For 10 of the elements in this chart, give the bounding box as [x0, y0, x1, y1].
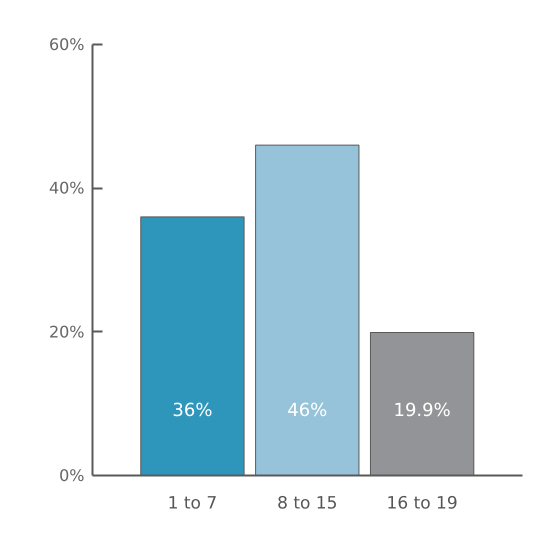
- y-tick-label: 20%: [48, 322, 84, 342]
- data-label: 36%: [172, 400, 212, 421]
- y-tick-label: 60%: [48, 35, 84, 54]
- y-tick-label: 0%: [59, 466, 85, 485]
- x-tick-label: 1 to 7: [168, 494, 218, 514]
- data-label: 19.9%: [394, 400, 451, 421]
- x-tick-label: 8 to 15: [277, 494, 338, 514]
- x-tick-label: 16 to 19: [386, 494, 458, 514]
- data-label: 46%: [287, 400, 328, 421]
- y-tick-label: 40%: [48, 178, 84, 198]
